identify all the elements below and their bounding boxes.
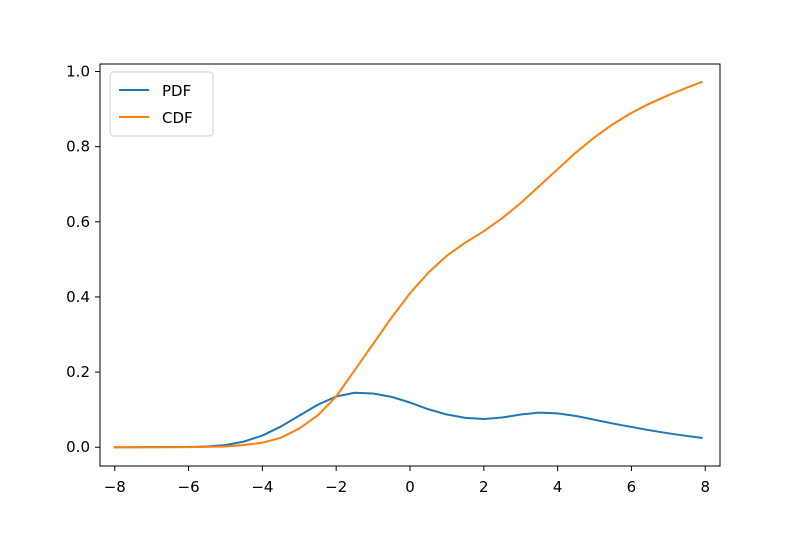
y-tick-label: 0.8 [66, 138, 90, 156]
y-axis: 0.0 0.2 0.4 0.6 0.8 1.0 [66, 63, 100, 456]
x-tick-label: 2 [479, 478, 489, 496]
y-tick-label: 0.4 [66, 288, 90, 306]
series-line-pdf [113, 391, 703, 449]
y-tick-label: 0.0 [66, 438, 90, 456]
x-tick-label: −6 [178, 478, 200, 496]
x-axis: −8 −6 −4 −2 0 2 4 6 8 [104, 466, 710, 496]
x-tick-label: −8 [104, 478, 126, 496]
x-tick-label: 6 [627, 478, 637, 496]
y-tick-label: 0.6 [66, 213, 90, 231]
legend: PDF CDF [109, 71, 214, 137]
x-tick-label: 4 [553, 478, 563, 496]
series-line-cdf [113, 80, 703, 449]
y-tick-label: 1.0 [66, 63, 90, 81]
x-tick-label: −2 [325, 478, 347, 496]
x-tick-label: −4 [251, 478, 273, 496]
series-group [113, 80, 703, 449]
x-tick-label: 8 [700, 478, 710, 496]
legend-label-cdf: CDF [162, 109, 193, 127]
y-tick-label: 0.2 [66, 363, 90, 381]
x-tick-label: 0 [405, 478, 415, 496]
legend-label-pdf: PDF [162, 82, 191, 100]
legend-box [109, 71, 214, 137]
